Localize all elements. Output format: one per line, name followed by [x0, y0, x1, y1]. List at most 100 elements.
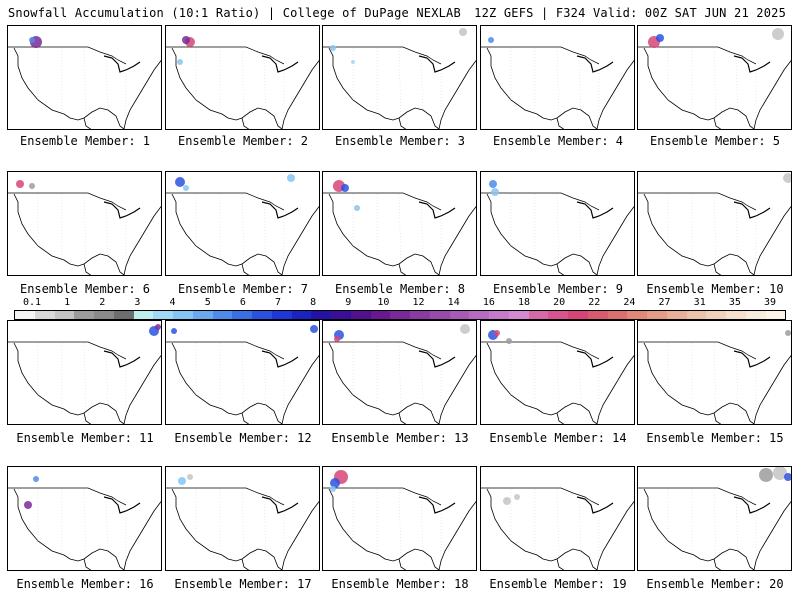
east-coastline — [753, 501, 791, 570]
colorbar-tick-label: 18 — [517, 297, 531, 308]
ensemble-member-label: Ensemble Member: 1 — [19, 134, 151, 148]
snowfall-patch — [488, 37, 494, 43]
great-lakes — [733, 496, 771, 514]
east-coastline — [281, 60, 319, 129]
ensemble-map-panel — [637, 171, 792, 276]
usa-map — [166, 325, 319, 424]
canada-border — [638, 487, 757, 506]
colorbar-swatch — [745, 311, 766, 319]
east-coastline — [123, 60, 161, 129]
ensemble-map-panel — [165, 466, 320, 571]
usa-map — [323, 324, 476, 424]
florida-coast — [713, 263, 722, 275]
great-lakes — [103, 350, 141, 368]
canada-border — [166, 192, 285, 211]
east-coastline — [596, 355, 634, 424]
colorbar-tick-label: 7 — [274, 297, 282, 308]
canada-border — [8, 46, 127, 65]
great-lakes — [576, 496, 614, 514]
east-coastline — [123, 355, 161, 424]
colorbar-swatch — [390, 311, 410, 319]
canada-border — [166, 487, 285, 506]
colorbar-tick-label: 14 — [447, 297, 460, 308]
east-coastline — [281, 501, 319, 570]
colorbar-swatch — [726, 311, 746, 319]
florida-coast — [556, 558, 565, 570]
colorbar-swatch — [74, 311, 94, 319]
coastline — [643, 488, 755, 570]
east-coastline — [123, 206, 161, 275]
colorbar-tick-label: 2 — [99, 297, 106, 308]
ensemble-map-panel — [7, 25, 162, 130]
snowfall-patch — [310, 325, 318, 333]
snowfall-patch — [494, 330, 500, 336]
florida-coast — [241, 558, 250, 570]
coastline — [486, 488, 598, 570]
colorbar-swatch — [706, 311, 726, 319]
florida-coast — [83, 117, 92, 129]
snowfall-patch — [187, 474, 193, 480]
canada-border — [8, 192, 127, 211]
ensemble-map-panel — [480, 171, 635, 276]
great-lakes — [733, 201, 771, 219]
snowfall-patch — [772, 28, 784, 40]
canada-border — [638, 341, 757, 360]
chart-title: Snowfall Accumulation (10:1 Ratio) | Col… — [8, 6, 461, 20]
snowfall-patch — [175, 177, 185, 187]
canada-border — [8, 341, 127, 360]
florida-coast — [398, 558, 407, 570]
snowfall-patch — [459, 28, 467, 36]
east-coastline — [438, 206, 476, 275]
ensemble-member-label: Ensemble Member: 6 — [19, 282, 151, 296]
snowfall-patch — [514, 494, 520, 500]
ensemble-map-panel — [637, 466, 792, 571]
colorbar-swatch — [607, 311, 628, 319]
ensemble-member-label: Ensemble Member: 3 — [334, 134, 466, 148]
great-lakes — [261, 55, 299, 73]
colorbar-tick-label: 9 — [345, 297, 352, 308]
florida-coast — [398, 263, 407, 275]
colorbar-swatch — [528, 311, 549, 319]
great-lakes — [576, 201, 614, 219]
coastline — [171, 488, 283, 570]
east-coastline — [281, 355, 319, 424]
colorbar-swatch — [15, 311, 35, 319]
canada-border — [323, 192, 442, 211]
canada-border — [481, 192, 600, 211]
snowfall-patch — [334, 336, 340, 342]
florida-coast — [83, 412, 92, 424]
colorbar-swatch — [686, 311, 707, 319]
canada-border — [8, 487, 127, 506]
canada-border — [481, 341, 600, 360]
snowfall-patch — [155, 324, 161, 330]
snowfall-patch — [29, 183, 35, 189]
east-coastline — [281, 206, 319, 275]
coastline — [13, 342, 125, 424]
ensemble-map-panel — [480, 25, 635, 130]
great-lakes — [261, 496, 299, 514]
usa-map — [481, 330, 634, 424]
canada-border — [323, 487, 442, 506]
usa-map — [166, 474, 319, 570]
colorbar-tick-label: 27 — [658, 297, 671, 308]
east-coastline — [596, 60, 634, 129]
canada-border — [166, 46, 285, 65]
colorbar-swatch — [469, 311, 489, 319]
colorbar-swatch — [587, 311, 608, 319]
great-lakes — [418, 350, 456, 368]
snowfall-patch — [506, 338, 512, 344]
snowfall-patch — [287, 174, 295, 182]
canada-border — [481, 487, 600, 506]
ensemble-map-panel — [480, 320, 635, 425]
florida-coast — [398, 412, 407, 424]
ensemble-member-label: Ensemble Member: 13 — [331, 431, 469, 445]
usa-map — [638, 330, 791, 424]
canada-border — [638, 192, 757, 211]
colorbar-swatch — [508, 311, 529, 319]
usa-map — [638, 173, 791, 275]
coastline — [171, 342, 283, 424]
usa-map — [8, 476, 161, 570]
ensemble-map-panel — [7, 320, 162, 425]
east-coastline — [753, 355, 791, 424]
snowfall-patch — [182, 36, 190, 44]
